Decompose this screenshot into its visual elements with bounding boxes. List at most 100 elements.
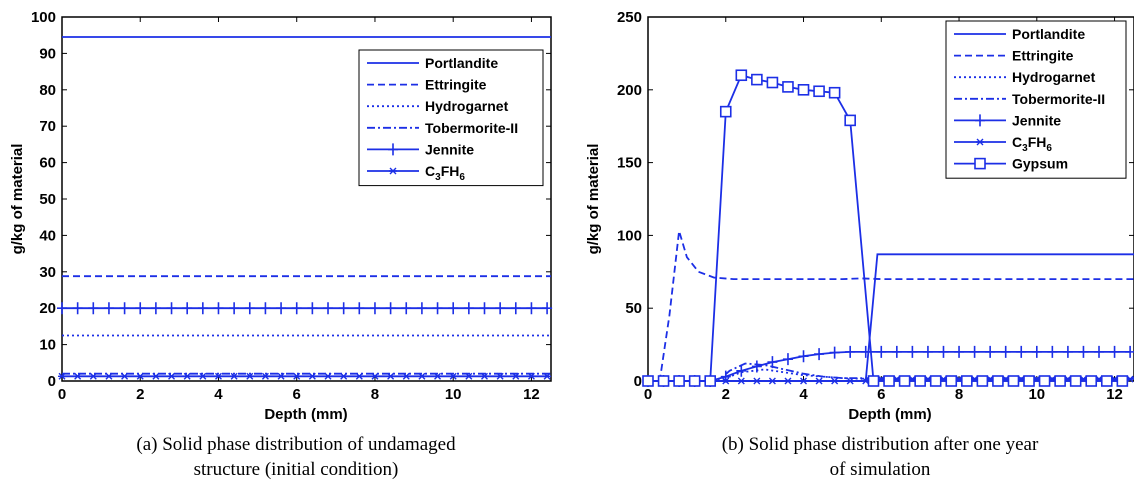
data-point-jennite bbox=[751, 360, 762, 373]
data-point-jennite bbox=[197, 302, 208, 315]
data-point-jennite bbox=[510, 302, 521, 315]
data-point-jennite bbox=[276, 302, 287, 315]
legend-label: Tobermorite-II bbox=[1012, 91, 1105, 107]
data-point-c3fh6 bbox=[417, 372, 426, 380]
data-point-jennite bbox=[814, 348, 825, 361]
x-tick-label: 2 bbox=[136, 386, 144, 403]
data-point-gypsum bbox=[976, 375, 989, 387]
caption-a-line1: (a) Solid phase distribution of undamage… bbox=[136, 434, 456, 455]
data-point-c3fh6 bbox=[721, 377, 730, 385]
data-point-c3fh6 bbox=[846, 377, 855, 385]
data-point-jennite bbox=[1031, 345, 1042, 358]
data-point-gypsum bbox=[992, 375, 1004, 387]
axis-ticks-a: 0 2 4 6 8 10 12 0 10 20 30 40 50 60 70 80 90 100 bbox=[31, 9, 551, 403]
data-point-gypsum bbox=[1007, 375, 1020, 387]
x-tick-label: 10 bbox=[445, 386, 462, 403]
y-axis-label-a: g/kg of material bbox=[9, 144, 26, 255]
data-point-jennite bbox=[103, 302, 114, 315]
data-point-gypsum bbox=[1023, 375, 1035, 387]
data-point-gypsum bbox=[883, 375, 895, 387]
data-point-jennite bbox=[985, 345, 996, 358]
data-point-gypsum bbox=[929, 375, 942, 387]
data-point-c3fh6 bbox=[355, 372, 364, 380]
x-tick-label: 4 bbox=[214, 386, 223, 403]
data-point-jennite bbox=[1062, 345, 1073, 358]
x-tick-label: 8 bbox=[955, 386, 963, 403]
data-point-gypsum bbox=[867, 375, 880, 387]
data-point-jennite bbox=[416, 302, 427, 315]
data-point-c3fh6 bbox=[386, 372, 395, 380]
data-point-gypsum bbox=[844, 114, 856, 127]
data-point-c3fh6 bbox=[433, 372, 442, 380]
data-point-jennite bbox=[401, 302, 412, 315]
data-point-gypsum bbox=[1085, 375, 1098, 387]
x-tick-label: 6 bbox=[293, 386, 301, 403]
data-point-c3fh6 bbox=[58, 372, 66, 380]
data-point-c3fh6 bbox=[245, 372, 254, 380]
y-tick-label: 100 bbox=[31, 9, 56, 26]
legend-label: Ettringite bbox=[1012, 48, 1074, 64]
legend-label: Portlandite bbox=[1012, 26, 1085, 42]
data-point-gypsum bbox=[898, 375, 911, 387]
data-point-jennite bbox=[845, 345, 856, 358]
x-tick-label: 12 bbox=[1106, 386, 1123, 403]
data-point-c3fh6 bbox=[136, 372, 145, 380]
legend-label: Jennite bbox=[425, 141, 474, 157]
data-point-jennite bbox=[448, 302, 459, 315]
data-point-jennite bbox=[1016, 345, 1027, 358]
data-point-c3fh6 bbox=[324, 372, 333, 380]
data-point-gypsum bbox=[657, 375, 670, 387]
data-point-gypsum bbox=[735, 69, 748, 82]
data-point-jennite bbox=[542, 302, 553, 315]
y-tick-label: 20 bbox=[39, 300, 56, 317]
x-tick-label: 10 bbox=[1028, 386, 1045, 403]
data-point-jennite bbox=[479, 302, 490, 315]
axis-ticks-b: 0 2 4 6 8 10 12 0 50 100 150 200 250 bbox=[617, 9, 1134, 403]
data-point-c3fh6 bbox=[511, 372, 520, 380]
data-point-c3fh6 bbox=[277, 372, 286, 380]
data-point-c3fh6 bbox=[261, 372, 270, 380]
x-tick-label: 0 bbox=[644, 386, 652, 403]
data-point-gypsum bbox=[961, 375, 973, 387]
y-tick-label: 70 bbox=[39, 118, 56, 135]
series-line-ettringite bbox=[648, 230, 1134, 382]
data-point-c3fh6 bbox=[214, 372, 223, 380]
data-point-c3fh6 bbox=[120, 372, 129, 380]
x-tick-label: 6 bbox=[877, 386, 885, 403]
legend-frame bbox=[358, 49, 544, 187]
data-point-jennite bbox=[969, 345, 980, 358]
x-axis-label-a: Depth (mm) bbox=[264, 406, 347, 423]
legend-label: Portlandite bbox=[425, 55, 498, 71]
data-point-jennite bbox=[1078, 345, 1089, 358]
data-point-c3fh6 bbox=[292, 372, 301, 380]
y-tick-label: 250 bbox=[617, 9, 642, 26]
y-tick-label: 40 bbox=[39, 227, 56, 244]
data-point-c3fh6 bbox=[830, 377, 839, 385]
data-point-jennite bbox=[88, 302, 99, 315]
data-point-jennite bbox=[1109, 345, 1120, 358]
series-group-b bbox=[642, 69, 1134, 387]
caption-a-line2: structure (initial condition) bbox=[194, 459, 399, 480]
data-point-gypsum bbox=[828, 86, 841, 99]
legend-marker bbox=[389, 167, 397, 175]
data-point-jennite bbox=[307, 302, 318, 315]
data-point-gypsum bbox=[688, 375, 701, 387]
data-point-c3fh6 bbox=[496, 372, 505, 380]
data-point-c3fh6 bbox=[151, 372, 160, 380]
y-tick-label: 0 bbox=[634, 373, 642, 390]
y-tick-label: 90 bbox=[39, 45, 56, 62]
data-point-gypsum bbox=[642, 375, 654, 387]
data-point-c3fh6 bbox=[370, 372, 379, 380]
data-point-c3fh6 bbox=[449, 372, 458, 380]
data-point-gypsum bbox=[813, 85, 825, 98]
data-point-jennite bbox=[922, 345, 933, 358]
data-point-jennite bbox=[229, 302, 240, 315]
data-point-c3fh6 bbox=[815, 377, 824, 385]
data-point-jennite bbox=[876, 345, 887, 358]
data-point-gypsum bbox=[1100, 375, 1113, 387]
data-point-jennite bbox=[495, 302, 506, 315]
y-tick-label: 30 bbox=[39, 264, 56, 281]
data-point-gypsum bbox=[751, 73, 763, 86]
legend-a: Portlandite Ettringite Hydrogarnet Tobermor… bbox=[358, 49, 544, 187]
